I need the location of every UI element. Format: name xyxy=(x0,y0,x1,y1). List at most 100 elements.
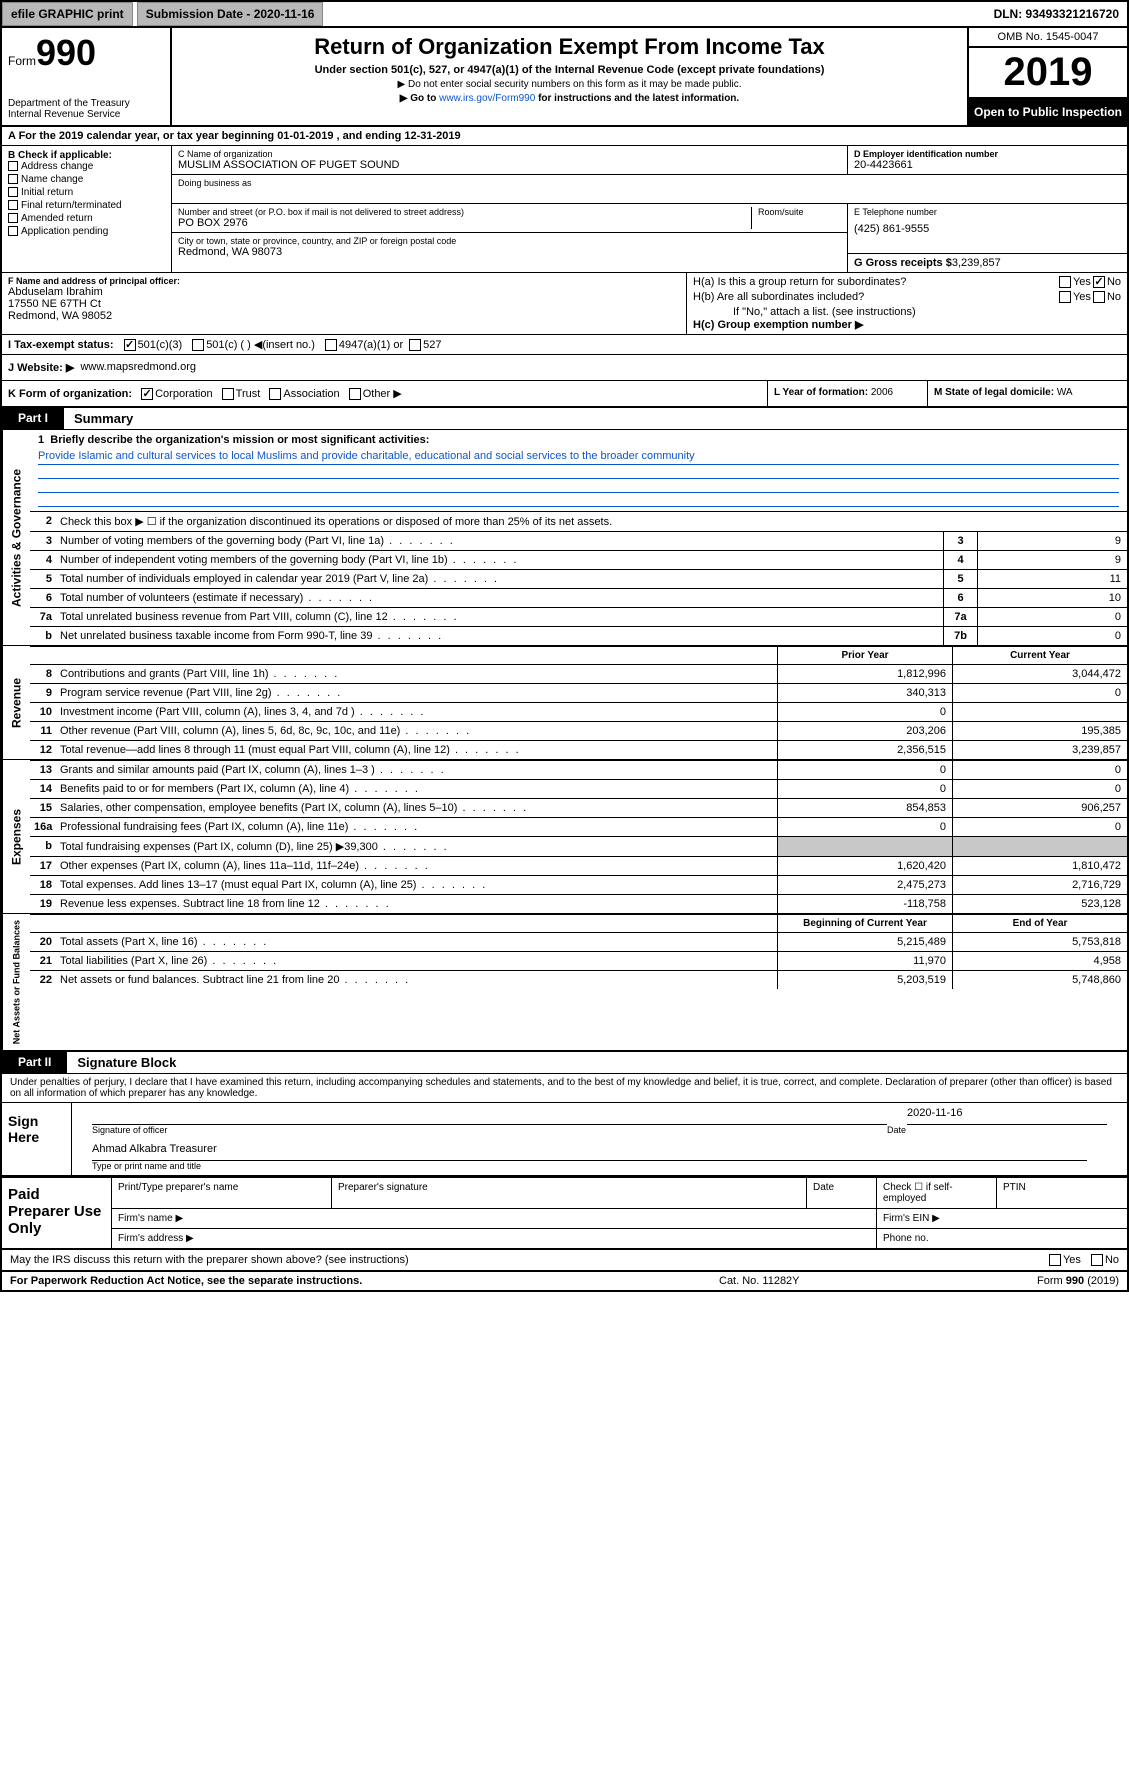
cb-application-pending[interactable]: Application pending xyxy=(8,226,165,237)
row-j-website: J Website: ▶ www.mapsredmond.org xyxy=(2,355,1127,381)
d-label: D Employer identification number xyxy=(854,149,1121,159)
preparer-name-label: Print/Type preparer's name xyxy=(112,1178,332,1208)
column-c-org-info: C Name of organization MUSLIM ASSOCIATIO… xyxy=(172,146,1127,272)
cb-corp[interactable]: ✓ xyxy=(141,388,153,400)
vtab-governance: Activities & Governance xyxy=(2,430,30,645)
data-row-8: 8Contributions and grants (Part VIII, li… xyxy=(30,664,1127,683)
sig-date-value: 2020-11-16 xyxy=(907,1107,1107,1125)
hb-label: H(b) Are all subordinates included? xyxy=(693,291,1057,303)
e-tel-label: E Telephone number xyxy=(854,207,1121,217)
part-1-title: Summary xyxy=(64,408,143,429)
preparer-sig-label: Preparer's signature xyxy=(332,1178,807,1208)
expenses-section: Expenses 13Grants and similar amounts pa… xyxy=(2,760,1127,914)
part-1-label: Part I xyxy=(2,408,64,429)
prior-year-header: Prior Year xyxy=(777,647,952,664)
vtab-netassets: Net Assets or Fund Balances xyxy=(2,914,30,1050)
ha-no[interactable]: ✓ xyxy=(1093,276,1105,288)
signature-section: Under penalties of perjury, I declare th… xyxy=(2,1074,1127,1178)
current-year-header: Current Year xyxy=(952,647,1127,664)
row-i-tax-status: I Tax-exempt status: ✓501(c)(3) 501(c) (… xyxy=(2,335,1127,355)
header-right: OMB No. 1545-0047 2019 Open to Public In… xyxy=(967,28,1127,125)
cb-501c3[interactable]: ✓ xyxy=(124,339,136,351)
row-k-form-org: K Form of organization: ✓Corporation Tru… xyxy=(2,381,1127,408)
data-row-16a: 16aProfessional fundraising fees (Part I… xyxy=(30,817,1127,836)
ha-label: H(a) Is this a group return for subordin… xyxy=(693,276,1057,288)
cb-other[interactable] xyxy=(349,388,361,400)
data-row-22: 22Net assets or fund balances. Subtract … xyxy=(30,970,1127,989)
name-title-label: Type or print name and title xyxy=(92,1161,1107,1171)
gov-row-3: 3Number of voting members of the governi… xyxy=(30,531,1127,550)
discuss-yes[interactable] xyxy=(1049,1254,1061,1266)
ein-value: 20-4423661 xyxy=(854,159,1121,171)
officer-sig-line[interactable] xyxy=(92,1107,887,1125)
m-state-domicile: M State of legal domicile: WA xyxy=(927,381,1127,406)
preparer-date-label: Date xyxy=(807,1178,877,1208)
cb-4947[interactable] xyxy=(325,339,337,351)
data-row-17: 17Other expenses (Part IX, column (A), l… xyxy=(30,856,1127,875)
principal-officer: F Name and address of principal officer:… xyxy=(2,273,687,334)
form-prefix: Form xyxy=(8,54,36,68)
data-row-9: 9Program service revenue (Part VIII, lin… xyxy=(30,683,1127,702)
firm-ein-label: Firm's EIN ▶ xyxy=(877,1209,1127,1228)
form-number: 990 xyxy=(36,32,96,73)
vtab-revenue: Revenue xyxy=(2,646,30,759)
eoy-header: End of Year xyxy=(952,915,1127,932)
data-row-13: 13Grants and similar amounts paid (Part … xyxy=(30,760,1127,779)
cb-527[interactable] xyxy=(409,339,421,351)
cb-initial-return[interactable]: Initial return xyxy=(8,187,165,198)
form-title: Return of Organization Exempt From Incom… xyxy=(182,34,957,60)
part-2-title: Signature Block xyxy=(67,1052,186,1073)
efile-print-button[interactable]: efile GRAPHIC print xyxy=(2,2,133,26)
blank-line-1 xyxy=(38,465,1119,479)
hb-no[interactable] xyxy=(1093,291,1105,303)
discuss-no[interactable] xyxy=(1091,1254,1103,1266)
q1-num: 1 xyxy=(38,434,44,446)
cb-501c[interactable] xyxy=(192,339,204,351)
blank-line-2 xyxy=(38,479,1119,493)
org-name: MUSLIM ASSOCIATION OF PUGET SOUND xyxy=(178,159,841,171)
irs-form990-link[interactable]: www.irs.gov/Form990 xyxy=(439,93,535,104)
cb-trust[interactable] xyxy=(222,388,234,400)
g-gross-label: G Gross receipts $ xyxy=(854,257,952,269)
i-label: I Tax-exempt status: xyxy=(8,339,114,351)
data-row-15: 15Salaries, other compensation, employee… xyxy=(30,798,1127,817)
org-name-block: C Name of organization MUSLIM ASSOCIATIO… xyxy=(172,146,847,174)
revenue-section: Revenue Prior Year Current Year 8Contrib… xyxy=(2,646,1127,760)
tax-year: 2019 xyxy=(969,48,1127,99)
open-to-public: Open to Public Inspection xyxy=(969,99,1127,125)
footer: For Paperwork Reduction Act Notice, see … xyxy=(2,1272,1127,1290)
cb-amended-return[interactable]: Amended return xyxy=(8,213,165,224)
cb-assoc[interactable] xyxy=(269,388,281,400)
hc-label: H(c) Group exemption number ▶ xyxy=(693,318,1121,331)
ein-block: D Employer identification number 20-4423… xyxy=(847,146,1127,174)
f-label: F Name and address of principal officer: xyxy=(8,276,180,286)
ssn-note: ▶ Do not enter social security numbers o… xyxy=(182,79,957,90)
hb-yes[interactable] xyxy=(1059,291,1071,303)
officer-name-line: Ahmad Alkabra Treasurer xyxy=(92,1143,1087,1161)
paperwork-notice: For Paperwork Reduction Act Notice, see … xyxy=(10,1275,719,1287)
hb-note: If "No," attach a list. (see instruction… xyxy=(693,306,1121,318)
dba-label: Doing business as xyxy=(178,178,1121,188)
cb-name-change[interactable]: Name change xyxy=(8,174,165,185)
gov-row-7a: 7aTotal unrelated business revenue from … xyxy=(30,607,1127,626)
goto-post: for instructions and the latest informat… xyxy=(535,93,739,104)
cb-address-change[interactable]: Address change xyxy=(8,161,165,172)
ha-yes[interactable] xyxy=(1059,276,1071,288)
tel-gross-block: E Telephone number (425) 861-9555 G Gros… xyxy=(847,204,1127,272)
part-2-label: Part II xyxy=(2,1052,67,1073)
data-row-20: 20Total assets (Part X, line 16)5,215,48… xyxy=(30,932,1127,951)
vtab-expenses: Expenses xyxy=(2,760,30,913)
paid-preparer-section: Paid Preparer Use Only Print/Type prepar… xyxy=(2,1178,1127,1250)
row-a-period: A For the 2019 calendar year, or tax yea… xyxy=(2,127,1127,146)
top-bar: efile GRAPHIC print Submission Date - 20… xyxy=(2,2,1127,28)
irs-discuss-row: May the IRS discuss this return with the… xyxy=(2,1250,1127,1272)
c-name-label: C Name of organization xyxy=(178,149,841,159)
cb-final-return[interactable]: Final return/terminated xyxy=(8,200,165,211)
cat-number: Cat. No. 11282Y xyxy=(719,1275,959,1287)
data-row-21: 21Total liabilities (Part X, line 26)11,… xyxy=(30,951,1127,970)
sig-officer-label: Signature of officer xyxy=(92,1125,887,1135)
dln-label: DLN: 93493321216720 xyxy=(986,3,1127,25)
gov-row-6: 6Total number of volunteers (estimate if… xyxy=(30,588,1127,607)
b-label: B Check if applicable: xyxy=(8,150,165,161)
addr-label: Number and street (or P.O. box if mail i… xyxy=(178,207,751,217)
